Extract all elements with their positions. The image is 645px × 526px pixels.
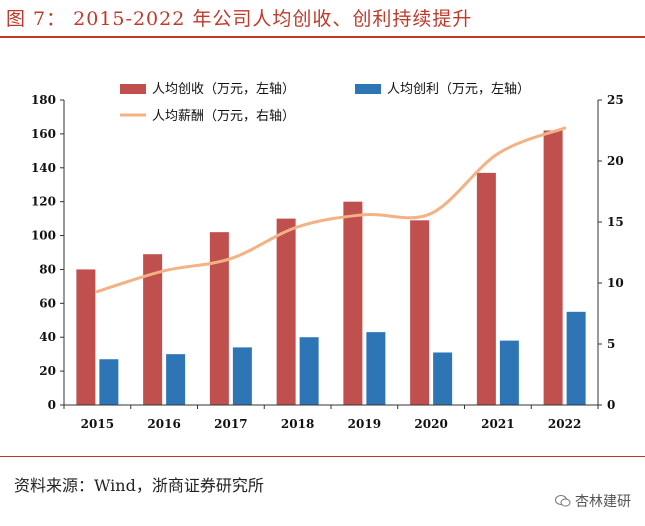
bar-revenue-2019 [343,201,363,405]
bar-profit-2022 [566,311,586,405]
legend-swatch-revenue [120,84,146,94]
bar-profit-2020 [433,352,453,405]
bar-revenue-2016 [143,254,163,405]
line-salary [95,126,567,294]
bar-profit-2016 [166,354,186,405]
y-left-tick-label: 120 [31,195,56,209]
bar-revenue-2020 [410,220,430,405]
x-tick-label-2018: 2018 [281,417,314,431]
source-note: 资料来源：Wind，浙商证券研究所 [14,476,264,495]
watermark: 杏林建研 [555,491,631,511]
source-divider [0,456,645,457]
y-left-tick-label: 80 [39,262,56,276]
bar-revenue-2015 [76,269,96,405]
legend-label-revenue: 人均创收（万元，左轴） [152,82,295,97]
y-right-tick-label: 20 [607,154,624,168]
legend-swatch-profit [355,84,381,94]
y-right-tick-label: 15 [607,215,624,229]
y-right-tick-label: 10 [607,276,624,290]
revenue-profit-chart: 0 20 40 60 80 100 120 140 160 180 0 5 10 15 20 25 2015 20… [31,82,624,431]
bar-revenue-2022 [543,130,563,405]
figure-title: 图 7： 2015-2022 年公司人均创收、创利持续提升 [6,8,473,30]
legend-label-profit: 人均创利（万元，左轴） [387,82,530,97]
y-left-tick-label: 20 [39,364,56,378]
x-tick-label-2022: 2022 [548,417,581,431]
x-tick-label-2015: 2015 [81,417,114,431]
bar-profit-2017 [232,347,252,405]
y-left-tick-label: 180 [31,93,56,107]
y-right-tick-label: 0 [607,398,615,412]
bar-revenue-2021 [476,172,496,405]
y-left-tick-label: 160 [31,127,56,141]
legend-label-salary: 人均薪酬（万元，右轴） [152,109,295,124]
y-right-tick-label: 25 [607,93,624,107]
y-left-tick-label: 0 [48,398,56,412]
x-tick-label-2017: 2017 [214,417,247,431]
bar-revenue-2018 [276,218,296,405]
y-left-tick-label: 60 [39,296,56,310]
x-tick-label-2016: 2016 [147,417,180,431]
bar-profit-2019 [366,332,386,405]
y-left-tick-label: 100 [31,229,56,243]
bar-profit-2015 [99,359,119,405]
x-tick-label-2019: 2019 [348,417,381,431]
x-tick-label-2021: 2021 [481,417,514,431]
bar-revenue-2017 [209,232,229,405]
y-right-tick-label: 5 [607,337,615,351]
x-tick-label-2020: 2020 [414,417,447,431]
watermark-text: 杏林建研 [575,494,631,510]
wechat-icon [555,495,571,507]
bar-profit-2018 [299,337,319,405]
y-left-tick-label: 140 [31,161,56,175]
bar-profit-2021 [499,340,519,405]
y-left-tick-label: 40 [39,330,56,344]
title-divider [0,36,645,38]
